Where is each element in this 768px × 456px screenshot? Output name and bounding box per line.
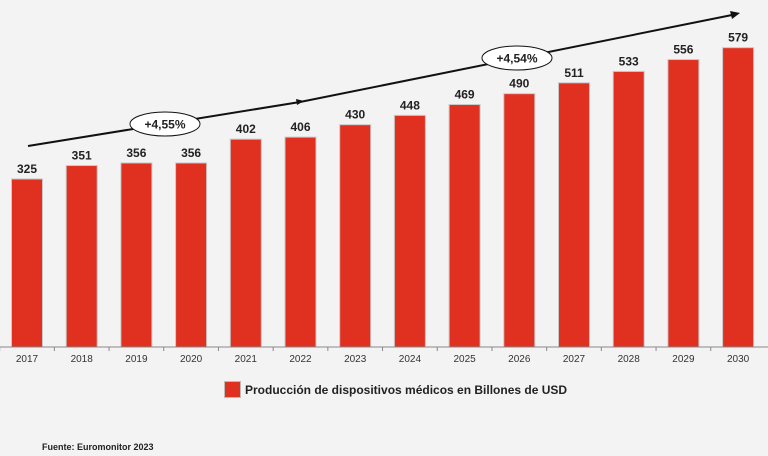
bar-2022 bbox=[284, 136, 317, 348]
data-label-2028: 533 bbox=[619, 54, 639, 68]
growth-annotation-2: +4,54% bbox=[481, 45, 553, 71]
data-label-2019: 356 bbox=[126, 146, 146, 160]
data-label-2025: 469 bbox=[455, 88, 475, 102]
x-tick-label-2022: 2022 bbox=[289, 354, 312, 365]
data-label-2022: 406 bbox=[290, 120, 310, 134]
bar-2024 bbox=[393, 114, 426, 348]
x-tick-label-2018: 2018 bbox=[71, 354, 94, 365]
legend: Producción de dispositivos médicos en Bi… bbox=[224, 381, 567, 398]
x-tick-label-2024: 2024 bbox=[399, 354, 422, 365]
bar-2018 bbox=[65, 165, 98, 348]
x-tick-label-2020: 2020 bbox=[180, 354, 203, 365]
data-label-2027: 511 bbox=[564, 66, 584, 80]
bar-2019 bbox=[120, 162, 153, 348]
data-label-2018: 351 bbox=[72, 149, 92, 163]
bar-chart: 325 351 356 356 402 406 430 448 469 490 511 533 556 5… bbox=[0, 11, 768, 365]
bar-2017 bbox=[11, 178, 43, 348]
x-tick-label-2030: 2030 bbox=[727, 354, 750, 365]
data-label-2020: 356 bbox=[181, 146, 201, 160]
bar-2027 bbox=[558, 82, 590, 348]
bar-2030 bbox=[722, 47, 755, 348]
x-tick-label-2028: 2028 bbox=[618, 354, 641, 365]
bar-2023 bbox=[339, 124, 372, 348]
data-label-2024: 448 bbox=[400, 98, 420, 112]
source-note: Fuente: Euromonitor 2023 bbox=[42, 442, 154, 452]
x-tick-label-2023: 2023 bbox=[344, 354, 367, 365]
data-label-2017: 325 bbox=[17, 162, 37, 176]
bar-2020 bbox=[175, 162, 208, 348]
bar-2029 bbox=[667, 59, 700, 348]
growth-annotation-1: +4,55% bbox=[129, 111, 201, 137]
annotation-label: +4,54% bbox=[496, 52, 537, 66]
legend-swatch bbox=[224, 381, 241, 398]
data-label-2026: 490 bbox=[509, 77, 529, 91]
bar-2025 bbox=[448, 104, 481, 348]
x-tick-label-2027: 2027 bbox=[563, 354, 586, 365]
x-tick-label-2019: 2019 bbox=[125, 354, 148, 365]
data-label-2021: 402 bbox=[236, 122, 256, 136]
x-tick-label-2029: 2029 bbox=[672, 354, 695, 365]
bar-2028 bbox=[612, 70, 645, 348]
x-tick-label-2025: 2025 bbox=[453, 354, 476, 365]
data-label-2029: 556 bbox=[673, 43, 693, 57]
data-label-2023: 430 bbox=[345, 108, 365, 122]
x-tick-label-2026: 2026 bbox=[508, 354, 531, 365]
data-label-2030: 579 bbox=[728, 31, 748, 45]
x-tick-label-2017: 2017 bbox=[16, 354, 39, 365]
legend-label: Producción de dispositivos médicos en Bi… bbox=[245, 382, 568, 397]
bar-2021 bbox=[229, 138, 262, 348]
x-tick-label-2021: 2021 bbox=[235, 354, 258, 365]
annotation-label: +4,55% bbox=[144, 118, 185, 132]
bar-2026 bbox=[503, 93, 536, 348]
